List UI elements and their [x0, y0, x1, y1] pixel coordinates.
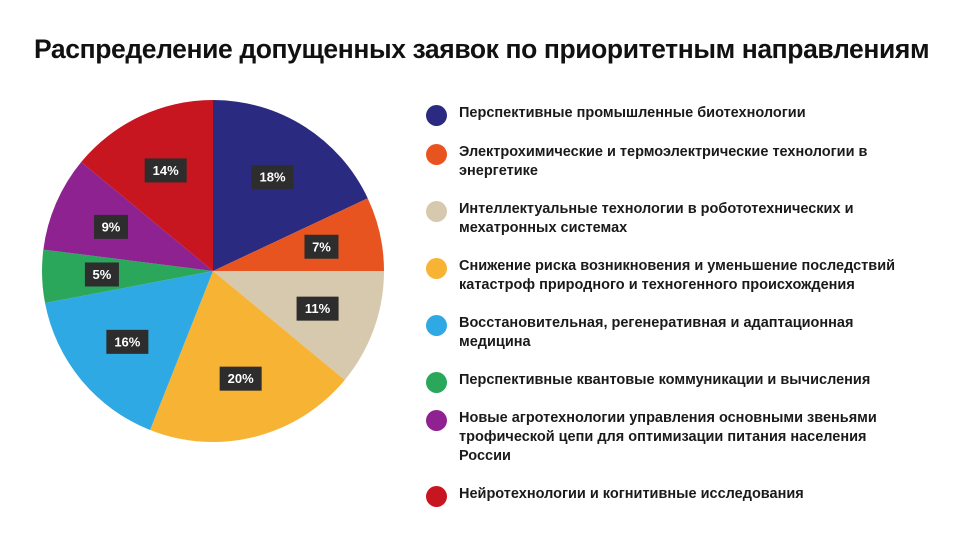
chart-title: Распределение допущенных заявок по приор…: [34, 34, 930, 64]
pie-slice: [213, 271, 384, 380]
slice-percent-text: 18%: [260, 170, 286, 185]
legend-swatch: [426, 105, 447, 126]
legend-swatch: [426, 486, 447, 507]
slice-label: 18%: [251, 165, 294, 190]
legend-item: Перспективные квантовые коммуникации и в…: [426, 371, 896, 393]
legend-item: Восстановительная, регенеративная и адап…: [426, 314, 896, 352]
legend-item: Снижение риска возникновения и уменьшени…: [426, 257, 896, 295]
slice-label: 14%: [144, 158, 187, 183]
legend-label: Электрохимические и термоэлектрические т…: [459, 144, 868, 179]
slice-label: 11%: [296, 296, 339, 321]
slice-percent-text: 14%: [153, 163, 179, 178]
slice-label: 5%: [84, 262, 119, 287]
legend-item: Нейротехнологии и когнитивные исследован…: [426, 485, 896, 507]
legend-label: Снижение риска возникновения и уменьшени…: [459, 258, 896, 293]
slice-label: 9%: [93, 214, 128, 239]
legend-label: Восстановительная, регенеративная и адап…: [459, 315, 854, 350]
legend-swatch: [426, 315, 447, 336]
legend-item: Новые агротехнологии управления основным…: [426, 409, 896, 466]
slice-percent-text: 16%: [114, 334, 140, 349]
pie-slice: [42, 249, 214, 304]
pie-slice: [213, 198, 384, 271]
legend-label: Интеллектуальные технологии в робототехн…: [459, 201, 854, 236]
legend-swatch: [426, 258, 447, 279]
legend-swatch: [426, 410, 447, 431]
pie-slice: [81, 100, 213, 271]
legend-label: Перспективные квантовые коммуникации и в…: [459, 372, 871, 388]
slice-percent-text: 7%: [312, 239, 331, 254]
slice-percent-text: 20%: [228, 371, 254, 386]
legend-swatch: [426, 144, 447, 165]
legend-label: Нейротехнологии и когнитивные исследован…: [459, 486, 804, 502]
pie-slice: [43, 162, 213, 271]
slice-label: 7%: [304, 234, 339, 259]
pie-slice: [150, 271, 345, 443]
slice-label: 20%: [219, 366, 262, 391]
legend-swatch: [426, 201, 447, 222]
legend-item: Электрохимические и термоэлектрические т…: [426, 143, 896, 181]
legend-item: Интеллектуальные технологии в робототехн…: [426, 200, 896, 238]
legend-swatch: [426, 372, 447, 393]
legend-label: Новые агротехнологии управления основным…: [459, 410, 877, 464]
legend-label: Перспективные промышленные биотехнологии: [459, 105, 806, 121]
legend-item: Перспективные промышленные биотехнологии: [426, 104, 896, 126]
slice-percent-text: 11%: [305, 301, 331, 316]
slice-percent-text: 5%: [93, 267, 112, 282]
slice-label: 16%: [106, 329, 149, 354]
slice-percent-text: 9%: [102, 219, 121, 234]
